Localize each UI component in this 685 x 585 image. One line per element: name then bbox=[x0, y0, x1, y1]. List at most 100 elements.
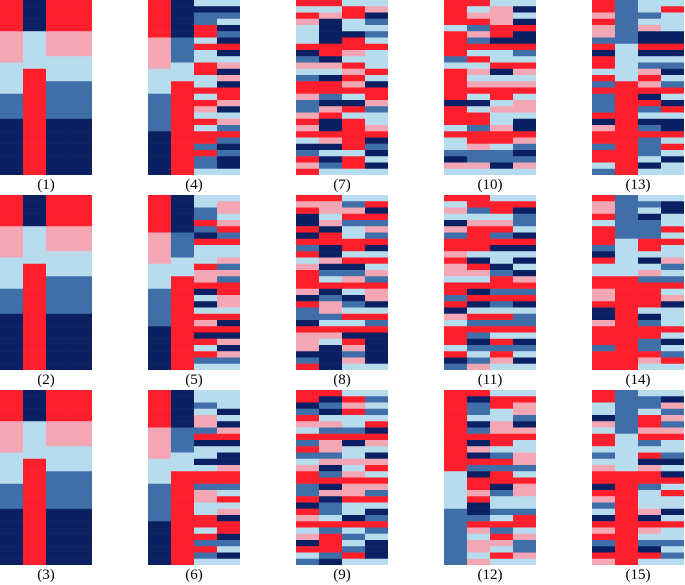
heatmap-cell-8-2-23 bbox=[319, 332, 343, 339]
heatmap-cell-2-4-23 bbox=[69, 332, 92, 339]
heatmap-cell-9-3-4 bbox=[342, 408, 366, 416]
heatmap-cell-5-1-25 bbox=[148, 345, 172, 352]
heatmap-cell-10-1-20 bbox=[444, 118, 468, 126]
heatmap-cell-11-2-1 bbox=[467, 195, 491, 202]
heatmap-cell-15-1-22 bbox=[592, 521, 616, 528]
heatmap-cell-5-1-15 bbox=[148, 282, 172, 289]
heatmap-cell-3-1-26 bbox=[0, 546, 24, 553]
heatmap-cell-4-3-1 bbox=[194, 0, 218, 7]
heatmap-cell-10-4-23 bbox=[513, 137, 536, 144]
heatmap-cell-10-1-7 bbox=[444, 37, 468, 44]
heatmap-cell-6-3-13 bbox=[194, 465, 218, 472]
heatmap-cell-2-4-21 bbox=[69, 320, 92, 327]
heatmap-cell-5-2-4 bbox=[171, 213, 195, 221]
heatmap-cell-9-4-22 bbox=[365, 521, 388, 528]
heatmap-cell-8-3-6 bbox=[342, 226, 366, 233]
heatmap-cell-3-2-20 bbox=[23, 508, 47, 516]
heatmap-cell-10-2-3 bbox=[467, 12, 491, 19]
heatmap-cell-13-3-11 bbox=[638, 62, 662, 69]
heatmap-cell-14-1-17 bbox=[592, 295, 616, 302]
heatmap-cell-15-2-27 bbox=[615, 552, 639, 559]
heatmap-cell-15-3-5 bbox=[638, 415, 662, 422]
heatmap-cell-1-2-4 bbox=[23, 18, 47, 26]
heatmap-cell-2-2-13 bbox=[23, 270, 47, 277]
heatmap-cell-2-3-22 bbox=[46, 326, 70, 333]
heatmap-cell-15-4-7 bbox=[661, 427, 684, 434]
heatmap-cell-10-3-6 bbox=[490, 31, 514, 38]
heatmap-cell-7-1-7 bbox=[296, 37, 320, 44]
heatmap-cell-13-2-17 bbox=[615, 100, 639, 107]
heatmap-cell-1-4-13 bbox=[69, 75, 92, 82]
heatmap-cell-13-4-25 bbox=[661, 150, 684, 157]
heatmap-cell-10-4-8 bbox=[513, 43, 536, 51]
heatmap-cell-2-3-17 bbox=[46, 295, 70, 302]
heatmap-cell-4-2-17 bbox=[171, 100, 195, 107]
heatmap-cell-3-4-10 bbox=[69, 446, 92, 453]
heatmap-cell-6-4-26 bbox=[217, 546, 240, 553]
heatmap-cell-15-2-9 bbox=[615, 440, 639, 447]
heatmap-cell-5-1-10 bbox=[148, 251, 172, 258]
heatmap-cell-9-1-17 bbox=[296, 490, 320, 497]
heatmap-cell-2-4-27 bbox=[69, 357, 92, 364]
heatmap-cell-2-4-22 bbox=[69, 326, 92, 333]
heatmap-cell-10-2-21 bbox=[467, 125, 491, 132]
heatmap-cell-7-2-1 bbox=[319, 0, 343, 7]
heatmap-cell-8-1-16 bbox=[296, 288, 320, 296]
heatmap-cell-8-3-12 bbox=[342, 263, 366, 271]
heatmap-cell-3-3-25 bbox=[46, 540, 70, 547]
heatmap-cell-15-3-24 bbox=[638, 533, 662, 541]
heatmap-cell-1-1-17 bbox=[0, 100, 24, 107]
heatmap-cell-12-4-8 bbox=[513, 433, 536, 441]
heatmap-cell-13-1-12 bbox=[592, 68, 616, 76]
heatmap-cell-14-2-10 bbox=[615, 251, 639, 258]
heatmap-cell-1-3-12 bbox=[46, 68, 70, 76]
heatmap-cell-13-4-7 bbox=[661, 37, 684, 44]
heatmap-cell-8-3-4 bbox=[342, 213, 366, 221]
heatmap-cell-6-4-13 bbox=[217, 465, 240, 472]
heatmap-cell-11-3-13 bbox=[490, 270, 514, 277]
heatmap-cell-7-4-11 bbox=[365, 62, 388, 69]
heatmap-cell-3-4-7 bbox=[69, 427, 92, 434]
heatmap-cell-5-1-26 bbox=[148, 351, 172, 358]
heatmap-cell-7-4-6 bbox=[365, 31, 388, 38]
heatmap-cell-8-4-13 bbox=[365, 270, 388, 277]
heatmap-cell-13-3-24 bbox=[638, 143, 662, 151]
heatmap-cell-15-4-16 bbox=[661, 483, 684, 491]
heatmap-cell-15-4-14 bbox=[661, 471, 684, 478]
heatmap-cell-7-1-11 bbox=[296, 62, 320, 69]
heatmap-cell-1-1-25 bbox=[0, 150, 24, 157]
heatmap-cell-7-2-21 bbox=[319, 125, 343, 132]
heatmap-cell-1-2-14 bbox=[23, 81, 47, 88]
heatmap-cell-5-1-19 bbox=[148, 307, 172, 314]
heatmap-cell-13-3-1 bbox=[638, 0, 662, 7]
heatmap-cell-10-2-2 bbox=[467, 6, 491, 13]
heatmap-cell-10-3-21 bbox=[490, 125, 514, 132]
heatmap-cell-2-1-11 bbox=[0, 257, 24, 264]
heatmap-cell-14-3-21 bbox=[638, 320, 662, 327]
heatmap-cell-4-2-11 bbox=[171, 62, 195, 69]
heatmap-cell-8-3-10 bbox=[342, 251, 366, 258]
heatmap-cell-6-3-19 bbox=[194, 502, 218, 509]
heatmap-cell-15-4-3 bbox=[661, 402, 684, 409]
heatmap-cell-8-4-20 bbox=[365, 313, 388, 321]
heatmap-cell-3-4-16 bbox=[69, 483, 92, 491]
heatmap-cell-15-2-28 bbox=[615, 558, 639, 565]
heatmap-cell-1-1-14 bbox=[0, 81, 24, 88]
heatmap-cell-2-2-23 bbox=[23, 332, 47, 339]
heatmap-cell-7-3-24 bbox=[342, 143, 366, 151]
heatmap-cell-4-1-25 bbox=[148, 150, 172, 157]
heatmap-cell-12-2-2 bbox=[467, 396, 491, 403]
heatmap-cell-7-4-10 bbox=[365, 56, 388, 63]
heatmap-cell-12-4-4 bbox=[513, 408, 536, 416]
heatmap-cell-4-4-13 bbox=[217, 75, 240, 82]
heatmap-cell-11-3-2 bbox=[490, 201, 514, 208]
heatmap-cell-13-1-21 bbox=[592, 125, 616, 132]
heatmap-cell-4-1-1 bbox=[148, 0, 172, 7]
heatmap-cell-2-1-23 bbox=[0, 332, 24, 339]
heatmap-cell-5-3-5 bbox=[194, 220, 218, 227]
heatmap-cell-14-4-2 bbox=[661, 201, 684, 208]
heatmap-cell-1-2-24 bbox=[23, 143, 47, 151]
heatmap-cell-7-1-6 bbox=[296, 31, 320, 38]
heatmap-cell-13-1-20 bbox=[592, 118, 616, 126]
heatmap-cell-2-3-5 bbox=[46, 220, 70, 227]
